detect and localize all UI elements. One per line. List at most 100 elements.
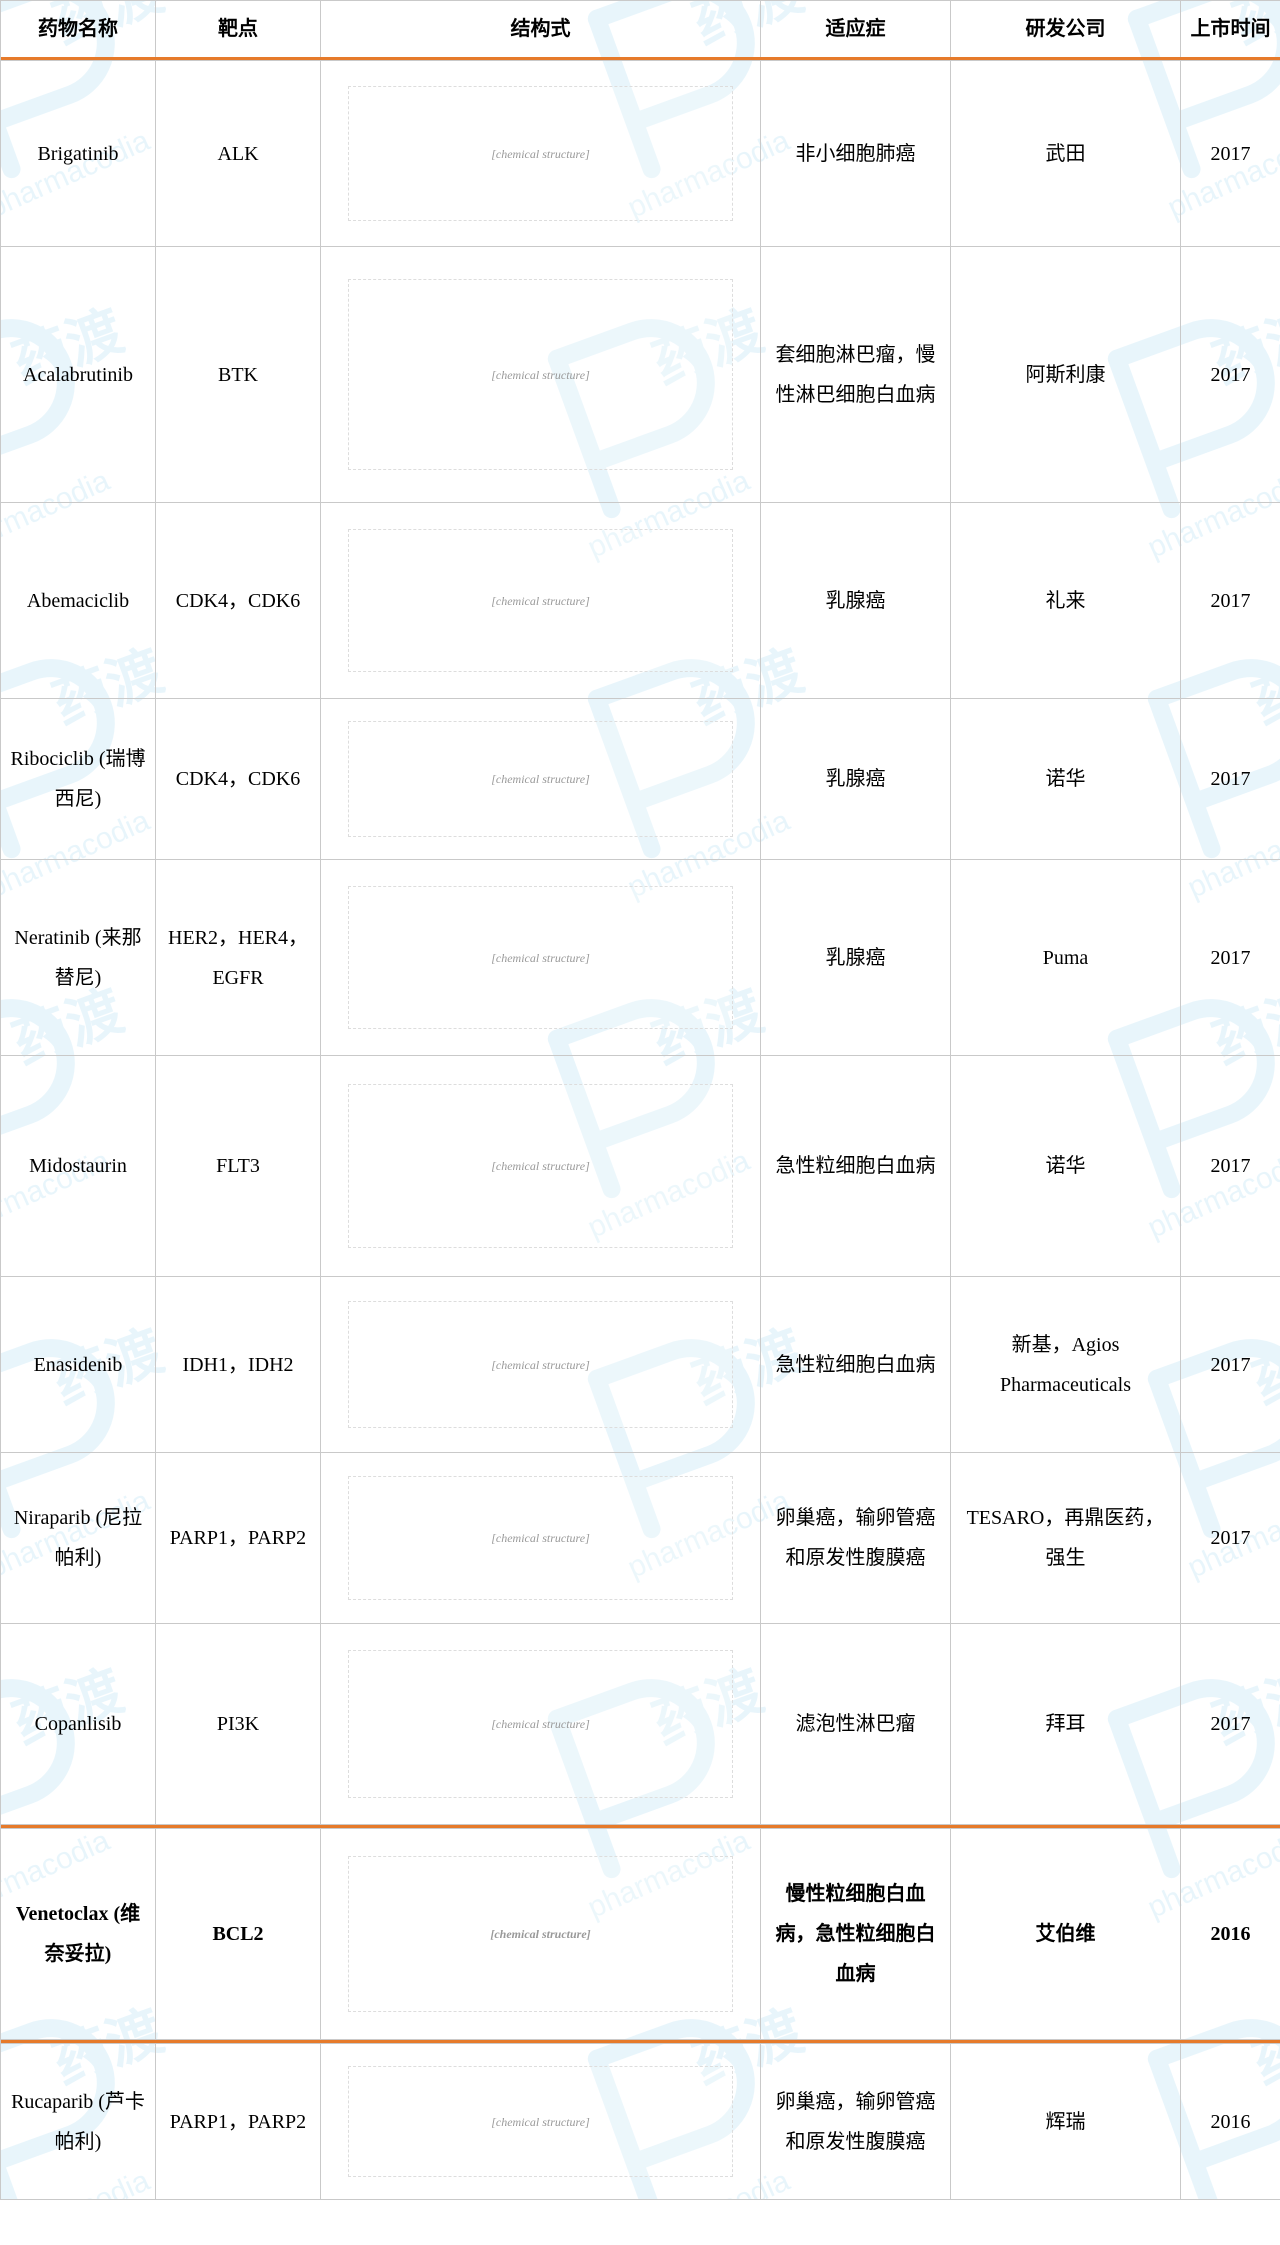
cell-company: 拜耳 bbox=[951, 1624, 1181, 1825]
cell-year: 2016 bbox=[1181, 2044, 1280, 2200]
cell-structure: [chemical structure] bbox=[321, 1453, 761, 1624]
cell-target: PI3K bbox=[156, 1624, 321, 1825]
table-body: BrigatinibALK[chemical structure]非小细胞肺癌武… bbox=[1, 61, 1280, 2200]
cell-structure: [chemical structure] bbox=[321, 2044, 761, 2200]
chemical-structure-placeholder: [chemical structure] bbox=[348, 1476, 732, 1599]
table-header: 药物名称靶点结构式适应症研发公司上市时间 bbox=[1, 1, 1280, 61]
chemical-structure-placeholder: [chemical structure] bbox=[348, 1084, 732, 1247]
table-row: AcalabrutinibBTK[chemical structure]套细胞淋… bbox=[1, 247, 1280, 503]
cell-year: 2017 bbox=[1181, 699, 1280, 860]
cell-indication: 卵巢癌，输卵管癌和原发性腹膜癌 bbox=[761, 1453, 951, 1624]
structure-image: [chemical structure] bbox=[327, 255, 754, 494]
cell-company: 诺华 bbox=[951, 699, 1181, 860]
structure-image: [chemical structure] bbox=[327, 1461, 754, 1615]
cell-structure: [chemical structure] bbox=[321, 1829, 761, 2040]
cell-company: TESARO，再鼎医药，强生 bbox=[951, 1453, 1181, 1624]
cell-target: PARP1，PARP2 bbox=[156, 1453, 321, 1624]
cell-company: 新基，Agios Pharmaceuticals bbox=[951, 1277, 1181, 1453]
structure-image: [chemical structure] bbox=[327, 69, 754, 238]
cell-year: 2017 bbox=[1181, 61, 1280, 247]
col-header-year: 上市时间 bbox=[1181, 1, 1280, 58]
col-header-name: 药物名称 bbox=[1, 1, 156, 58]
cell-year: 2017 bbox=[1181, 503, 1280, 699]
cell-company: Puma bbox=[951, 860, 1181, 1056]
cell-target: CDK4，CDK6 bbox=[156, 699, 321, 860]
cell-year: 2017 bbox=[1181, 1277, 1280, 1453]
col-header-structure: 结构式 bbox=[321, 1, 761, 58]
cell-company: 辉瑞 bbox=[951, 2044, 1181, 2200]
cell-company: 艾伯维 bbox=[951, 1829, 1181, 2040]
cell-year: 2017 bbox=[1181, 860, 1280, 1056]
cell-indication: 乳腺癌 bbox=[761, 699, 951, 860]
cell-target: FLT3 bbox=[156, 1056, 321, 1277]
cell-indication: 慢性粒细胞白血病，急性粒细胞白血病 bbox=[761, 1829, 951, 2040]
cell-name: Midostaurin bbox=[1, 1056, 156, 1277]
cell-year: 2017 bbox=[1181, 247, 1280, 503]
structure-image: [chemical structure] bbox=[327, 1837, 754, 2031]
cell-company: 礼来 bbox=[951, 503, 1181, 699]
chemical-structure-placeholder: [chemical structure] bbox=[348, 1856, 732, 2011]
cell-target: CDK4，CDK6 bbox=[156, 503, 321, 699]
cell-name: Ribociclib (瑞博西尼) bbox=[1, 699, 156, 860]
cell-indication: 急性粒细胞白血病 bbox=[761, 1056, 951, 1277]
cell-structure: [chemical structure] bbox=[321, 247, 761, 503]
cell-year: 2017 bbox=[1181, 1453, 1280, 1624]
cell-target: IDH1，IDH2 bbox=[156, 1277, 321, 1453]
cell-structure: [chemical structure] bbox=[321, 61, 761, 247]
structure-image: [chemical structure] bbox=[327, 1064, 754, 1268]
structure-image: [chemical structure] bbox=[327, 868, 754, 1047]
chemical-structure-placeholder: [chemical structure] bbox=[348, 1650, 732, 1797]
cell-name: Neratinib (来那替尼) bbox=[1, 860, 156, 1056]
cell-indication: 滤泡性淋巴瘤 bbox=[761, 1624, 951, 1825]
cell-indication: 卵巢癌，输卵管癌和原发性腹膜癌 bbox=[761, 2044, 951, 2200]
cell-indication: 乳腺癌 bbox=[761, 503, 951, 699]
table-row: MidostaurinFLT3[chemical structure]急性粒细胞… bbox=[1, 1056, 1280, 1277]
chemical-structure-placeholder: [chemical structure] bbox=[348, 529, 732, 672]
cell-target: BTK bbox=[156, 247, 321, 503]
table-row: AbemaciclibCDK4，CDK6[chemical structure]… bbox=[1, 503, 1280, 699]
cell-indication: 非小细胞肺癌 bbox=[761, 61, 951, 247]
col-header-company: 研发公司 bbox=[951, 1, 1181, 58]
chemical-structure-placeholder: [chemical structure] bbox=[348, 279, 732, 470]
cell-name: Niraparib (尼拉帕利) bbox=[1, 1453, 156, 1624]
structure-image: [chemical structure] bbox=[327, 511, 754, 690]
cell-name: Acalabrutinib bbox=[1, 247, 156, 503]
table-row: BrigatinibALK[chemical structure]非小细胞肺癌武… bbox=[1, 61, 1280, 247]
table-row: Rucaparib (芦卡帕利)PARP1，PARP2[chemical str… bbox=[1, 2044, 1280, 2200]
header-row: 药物名称靶点结构式适应症研发公司上市时间 bbox=[1, 1, 1280, 58]
chemical-structure-placeholder: [chemical structure] bbox=[348, 886, 732, 1029]
cell-structure: [chemical structure] bbox=[321, 1624, 761, 1825]
cell-company: 阿斯利康 bbox=[951, 247, 1181, 503]
structure-image: [chemical structure] bbox=[327, 1285, 754, 1444]
structure-image: [chemical structure] bbox=[327, 707, 754, 851]
cell-company: 诺华 bbox=[951, 1056, 1181, 1277]
structure-image: [chemical structure] bbox=[327, 1632, 754, 1816]
cell-structure: [chemical structure] bbox=[321, 1056, 761, 1277]
chemical-structure-placeholder: [chemical structure] bbox=[348, 721, 732, 836]
table-row: Ribociclib (瑞博西尼)CDK4，CDK6[chemical stru… bbox=[1, 699, 1280, 860]
col-header-indication: 适应症 bbox=[761, 1, 951, 58]
cell-structure: [chemical structure] bbox=[321, 503, 761, 699]
cell-target: HER2，HER4，EGFR bbox=[156, 860, 321, 1056]
drug-table: 药物名称靶点结构式适应症研发公司上市时间 BrigatinibALK[chemi… bbox=[0, 0, 1280, 2200]
cell-name: Enasidenib bbox=[1, 1277, 156, 1453]
cell-indication: 急性粒细胞白血病 bbox=[761, 1277, 951, 1453]
chemical-structure-placeholder: [chemical structure] bbox=[348, 1301, 732, 1428]
cell-indication: 套细胞淋巴瘤，慢性淋巴细胞白血病 bbox=[761, 247, 951, 503]
cell-name: Copanlisib bbox=[1, 1624, 156, 1825]
cell-indication: 乳腺癌 bbox=[761, 860, 951, 1056]
table-row: Niraparib (尼拉帕利)PARP1，PARP2[chemical str… bbox=[1, 1453, 1280, 1624]
cell-year: 2016 bbox=[1181, 1829, 1280, 2040]
col-header-target: 靶点 bbox=[156, 1, 321, 58]
cell-structure: [chemical structure] bbox=[321, 1277, 761, 1453]
structure-image: [chemical structure] bbox=[327, 2052, 754, 2191]
cell-structure: [chemical structure] bbox=[321, 860, 761, 1056]
table-row: Neratinib (来那替尼)HER2，HER4，EGFR[chemical … bbox=[1, 860, 1280, 1056]
chemical-structure-placeholder: [chemical structure] bbox=[348, 86, 732, 221]
cell-target: PARP1，PARP2 bbox=[156, 2044, 321, 2200]
table-row: CopanlisibPI3K[chemical structure]滤泡性淋巴瘤… bbox=[1, 1624, 1280, 1825]
cell-target: BCL2 bbox=[156, 1829, 321, 2040]
cell-company: 武田 bbox=[951, 61, 1181, 247]
cell-name: Brigatinib bbox=[1, 61, 156, 247]
cell-year: 2017 bbox=[1181, 1624, 1280, 1825]
